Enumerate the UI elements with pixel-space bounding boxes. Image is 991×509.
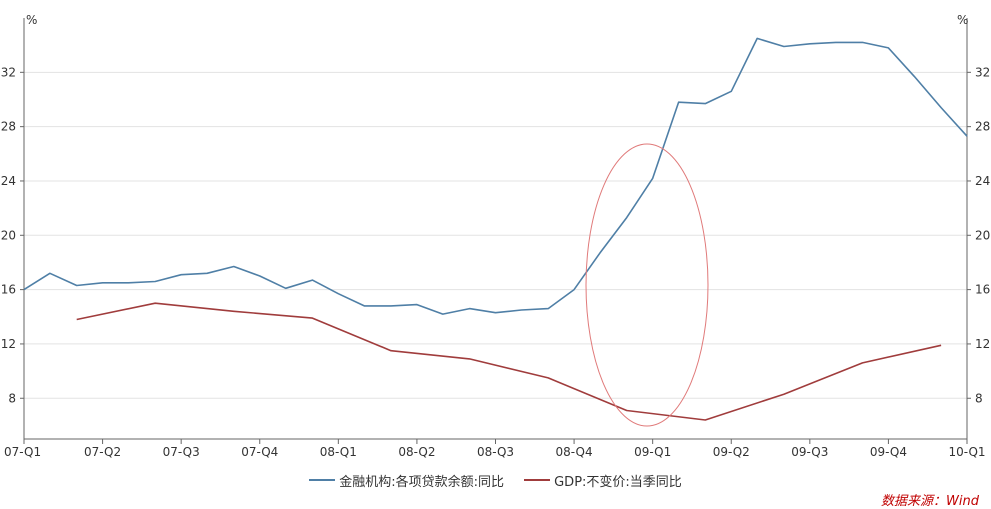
right-axis-ticks: 8 12 16 20 24 28 32 <box>975 65 990 405</box>
x-tick-label: 09-Q1 <box>634 445 671 459</box>
left-tick-label: 24 <box>1 174 16 188</box>
left-tick-label: 20 <box>1 228 16 242</box>
highlight-ellipse <box>585 143 709 427</box>
data-source-label: 数据来源：Wind <box>881 494 979 509</box>
right-tick-label: 24 <box>975 174 990 188</box>
x-tick-label: 09-Q2 <box>713 445 750 459</box>
series-line-loans <box>23 37 968 315</box>
x-tick-label: 08-Q4 <box>556 445 593 459</box>
legend-label-gdp: GDP:不变价:当季同比 <box>554 474 682 490</box>
legend-label-loans: 金融机构:各项贷款余额:同比 <box>339 474 504 490</box>
left-tick-label: 8 <box>8 391 16 405</box>
gridlines <box>24 71 967 399</box>
legend-swatch-gdp <box>524 479 551 481</box>
x-tick-label: 10-Q1 <box>948 445 985 459</box>
right-tick-label: 16 <box>975 283 990 297</box>
x-tick-label: 07-Q2 <box>84 445 121 459</box>
x-tick-label: 08-Q2 <box>398 445 435 459</box>
right-tick-label: 32 <box>975 65 990 79</box>
series-layer <box>23 37 968 421</box>
legend-swatch-loans <box>309 479 336 481</box>
right-tick-label: 28 <box>975 120 990 134</box>
legend-item-loans: 金融机构:各项贷款余额:同比 <box>309 471 504 490</box>
series-line-gdp <box>76 302 942 421</box>
x-tick-label: 09-Q4 <box>870 445 907 459</box>
right-tick-label: 12 <box>975 337 990 351</box>
left-unit-label: % <box>26 13 37 27</box>
x-tick-label: 08-Q3 <box>477 445 514 459</box>
x-tick-label: 07-Q1 <box>4 445 41 459</box>
legend-item-gdp: GDP:不变价:当季同比 <box>524 471 682 490</box>
right-tick-label: 8 <box>975 391 983 405</box>
x-tick-label: 07-Q4 <box>241 445 278 459</box>
right-unit-label: % <box>957 13 968 27</box>
left-tick-label: 12 <box>1 337 16 351</box>
left-tick-label: 28 <box>1 120 16 134</box>
legend: 金融机构:各项贷款余额:同比 GDP:不变价:当季同比 <box>0 470 991 490</box>
x-tick-label: 08-Q1 <box>320 445 357 459</box>
x-tick-label: 09-Q3 <box>791 445 828 459</box>
left-tick-label: 32 <box>1 65 16 79</box>
x-axis-ticks: 07-Q1 07-Q2 07-Q3 07-Q4 08-Q1 08-Q2 08-Q3 08-Q4… <box>4 445 986 459</box>
left-axis-ticks: 8 12 16 20 24 28 32 <box>1 65 16 405</box>
x-tick-label: 07-Q3 <box>163 445 200 459</box>
axes <box>20 18 971 444</box>
left-tick-label: 16 <box>1 283 16 297</box>
right-tick-label: 20 <box>975 228 990 242</box>
